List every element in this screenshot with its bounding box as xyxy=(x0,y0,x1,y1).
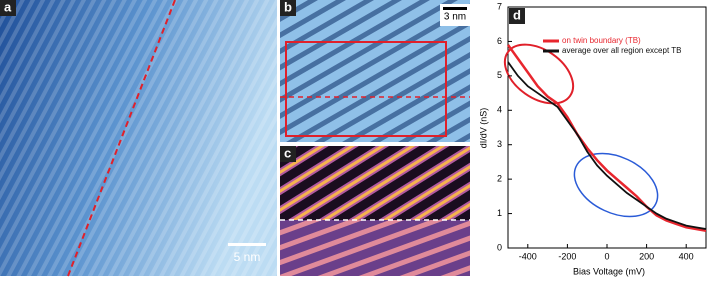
data-line xyxy=(506,44,707,233)
y-tick-label: 7 xyxy=(497,1,502,11)
x-axis-label: Bias Voltage (mV) xyxy=(573,266,645,276)
legend-label: on twin boundary (TB) xyxy=(562,36,641,45)
stm-stripes-a xyxy=(0,0,277,276)
y-tick-label: 6 xyxy=(497,36,502,46)
stm-image-c xyxy=(280,146,470,220)
scale-bar xyxy=(443,7,467,10)
scale-bar-label: 3 nm xyxy=(444,12,466,23)
chart: d Bias Voltage (mV) dI/dV (nS) 0 1 2 3 4 5 6 7 -… xyxy=(478,1,707,276)
x-tick-label: -200 xyxy=(558,251,576,261)
scale-bar-label: 5 nm xyxy=(234,250,261,264)
y-tick-label: 0 xyxy=(497,242,502,252)
panel-label: d xyxy=(513,7,521,22)
y-tick-label: 3 xyxy=(497,139,502,149)
stm-stripes-b xyxy=(280,0,470,142)
panel-label: c xyxy=(284,145,291,160)
y-tick-label: 1 xyxy=(497,208,502,218)
x-tick-label: 0 xyxy=(604,251,609,261)
panel-label-bg xyxy=(0,0,16,16)
highlight-ellipse xyxy=(503,43,575,105)
panel-label-bg xyxy=(280,146,296,162)
panel-label: a xyxy=(4,0,12,14)
y-tick-label: 4 xyxy=(497,105,502,115)
highlight-ellipse xyxy=(573,152,659,218)
x-tick-label: -400 xyxy=(519,251,537,261)
legend-label: average over all region except TB xyxy=(562,46,681,55)
data-line xyxy=(507,61,707,230)
y-tick-label: 5 xyxy=(497,70,502,80)
x-tick-label: 400 xyxy=(679,251,694,261)
scale-bar xyxy=(228,243,266,246)
panel-label-bg xyxy=(509,8,525,24)
panel-label-bg xyxy=(280,0,296,16)
stm-image-c-lower xyxy=(280,220,470,276)
panel-label: b xyxy=(284,0,292,14)
y-axis-label: dI/dV (nS) xyxy=(478,108,488,149)
y-tick-label: 2 xyxy=(497,174,502,184)
region-box xyxy=(285,41,447,137)
x-tick-label: 200 xyxy=(639,251,654,261)
